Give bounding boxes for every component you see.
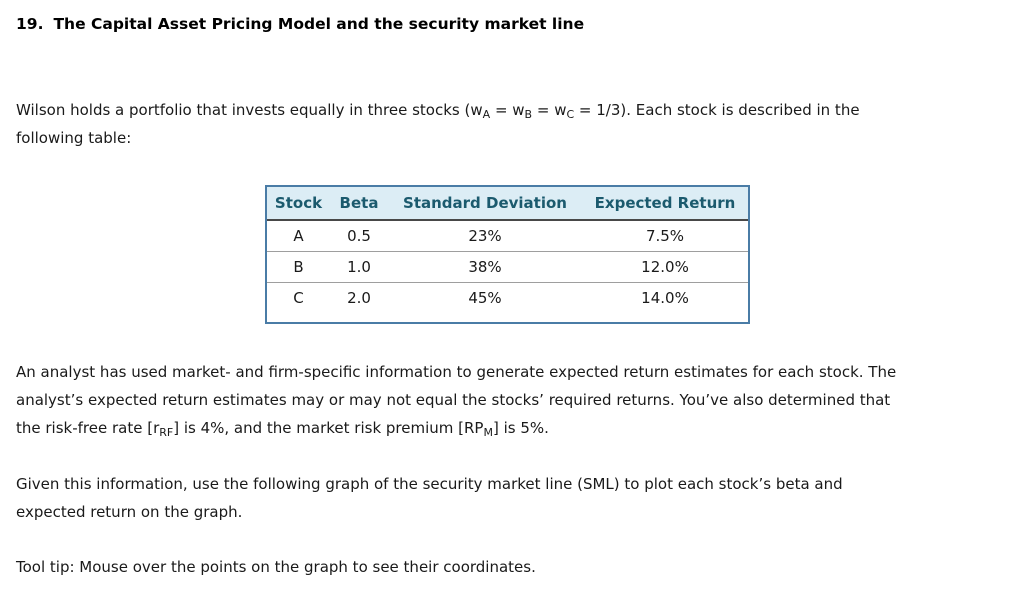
analyst-paragraph: An analyst has used market- and firm-spe…	[16, 358, 896, 442]
stocks-table: Stock Beta Standard Deviation Expected R…	[267, 187, 748, 313]
cell-beta: 1.0	[330, 251, 388, 283]
instruction-line-1: Given this information, use the followin…	[16, 475, 843, 493]
cell-expected-return: 14.0%	[582, 282, 748, 313]
analyst-line-1: An analyst has used market- and firm-spe…	[16, 363, 897, 381]
stocks-table-container: Stock Beta Standard Deviation Expected R…	[265, 185, 750, 328]
stocks-table-frame: Stock Beta Standard Deviation Expected R…	[265, 185, 750, 324]
column-header-stock: Stock	[267, 187, 330, 221]
subscript-wA: A	[482, 108, 491, 121]
column-header-expected-return: Expected Return	[582, 187, 748, 221]
question-title-text: The Capital Asset Pricing Model and the …	[53, 15, 585, 33]
cell-beta: 2.0	[330, 282, 388, 313]
analyst-line-2: analyst’s expected return estimates may …	[16, 391, 891, 409]
question-number: 19.	[16, 15, 44, 33]
cell-expected-return: 12.0%	[582, 251, 748, 283]
subscript-wB: B	[524, 108, 533, 121]
intro-line-1: Wilson holds a portfolio that invests eq…	[16, 101, 860, 121]
table-row-stock-a: A 0.5 23% 7.5%	[267, 220, 748, 252]
cell-stock: C	[267, 282, 330, 313]
cell-stock: B	[267, 251, 330, 283]
intro-line-2: following table:	[16, 129, 132, 147]
instruction-paragraph: Given this information, use the followin…	[16, 470, 843, 526]
subscript-wC: C	[566, 108, 575, 121]
intro-paragraph: Wilson holds a portfolio that invests eq…	[16, 96, 860, 152]
table-header-row: Stock Beta Standard Deviation Expected R…	[267, 187, 748, 221]
subscript-RPM: M	[483, 426, 493, 439]
cell-stock: A	[267, 220, 330, 252]
cell-beta: 0.5	[330, 220, 388, 252]
cell-standard-deviation: 45%	[388, 282, 582, 313]
instruction-line-2: expected return on the graph.	[16, 503, 243, 521]
cell-expected-return: 7.5%	[582, 220, 748, 252]
cell-standard-deviation: 23%	[388, 220, 582, 252]
question-title: 19. The Capital Asset Pricing Model and t…	[16, 15, 584, 33]
tooltip-text: Tool tip: Mouse over the points on the g…	[16, 558, 536, 576]
subscript-rRF: RF	[159, 426, 174, 439]
table-row-stock-b: B 1.0 38% 12.0%	[267, 251, 748, 283]
column-header-standard-deviation: Standard Deviation	[388, 187, 582, 221]
analyst-line-3: the risk-free rate [rRF] is 4%, and the …	[16, 419, 549, 439]
column-header-beta: Beta	[330, 187, 388, 221]
table-row-stock-c: C 2.0 45% 14.0%	[267, 282, 748, 313]
cell-standard-deviation: 38%	[388, 251, 582, 283]
